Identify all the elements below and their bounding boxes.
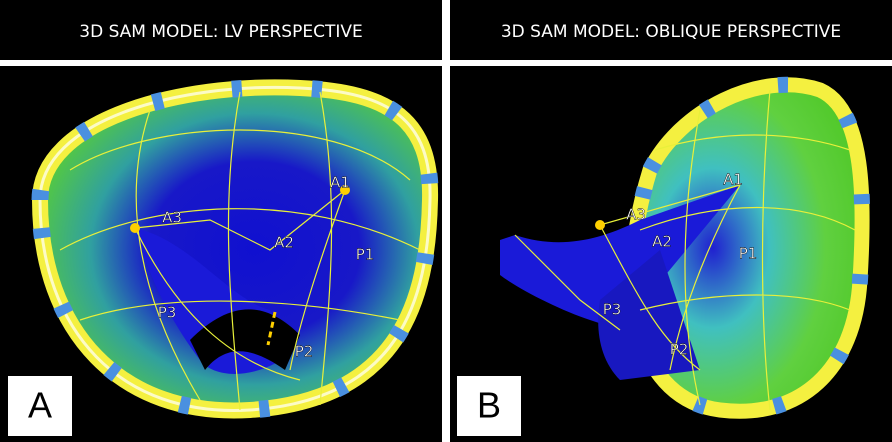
- leaflet-label: P3: [158, 304, 177, 322]
- panel-letter: B: [477, 385, 501, 426]
- leaflet-label: A1: [723, 171, 743, 189]
- leaflet-label: P1: [356, 246, 375, 264]
- leaflet-label: P1: [739, 245, 758, 263]
- leaflet-label: A3: [626, 206, 646, 224]
- leaflet-label: A2: [652, 233, 672, 251]
- panel-title: 3D SAM MODEL: OBLIQUE PERSPECTIVE: [501, 22, 841, 42]
- figure: 3D SAM MODEL: LV PERSPECTIVE 3D SAM MODE…: [0, 0, 892, 442]
- leaflet-label: P2: [295, 343, 314, 361]
- panel-title: 3D SAM MODEL: LV PERSPECTIVE: [79, 22, 362, 42]
- leaflet-label: P2: [670, 341, 689, 359]
- leaflet-label: A1: [330, 174, 350, 192]
- leaflet-label: P3: [603, 301, 622, 319]
- leaflet-label: A2: [274, 234, 294, 252]
- leaflet-label: A3: [162, 209, 182, 227]
- panel-letter: A: [28, 385, 52, 426]
